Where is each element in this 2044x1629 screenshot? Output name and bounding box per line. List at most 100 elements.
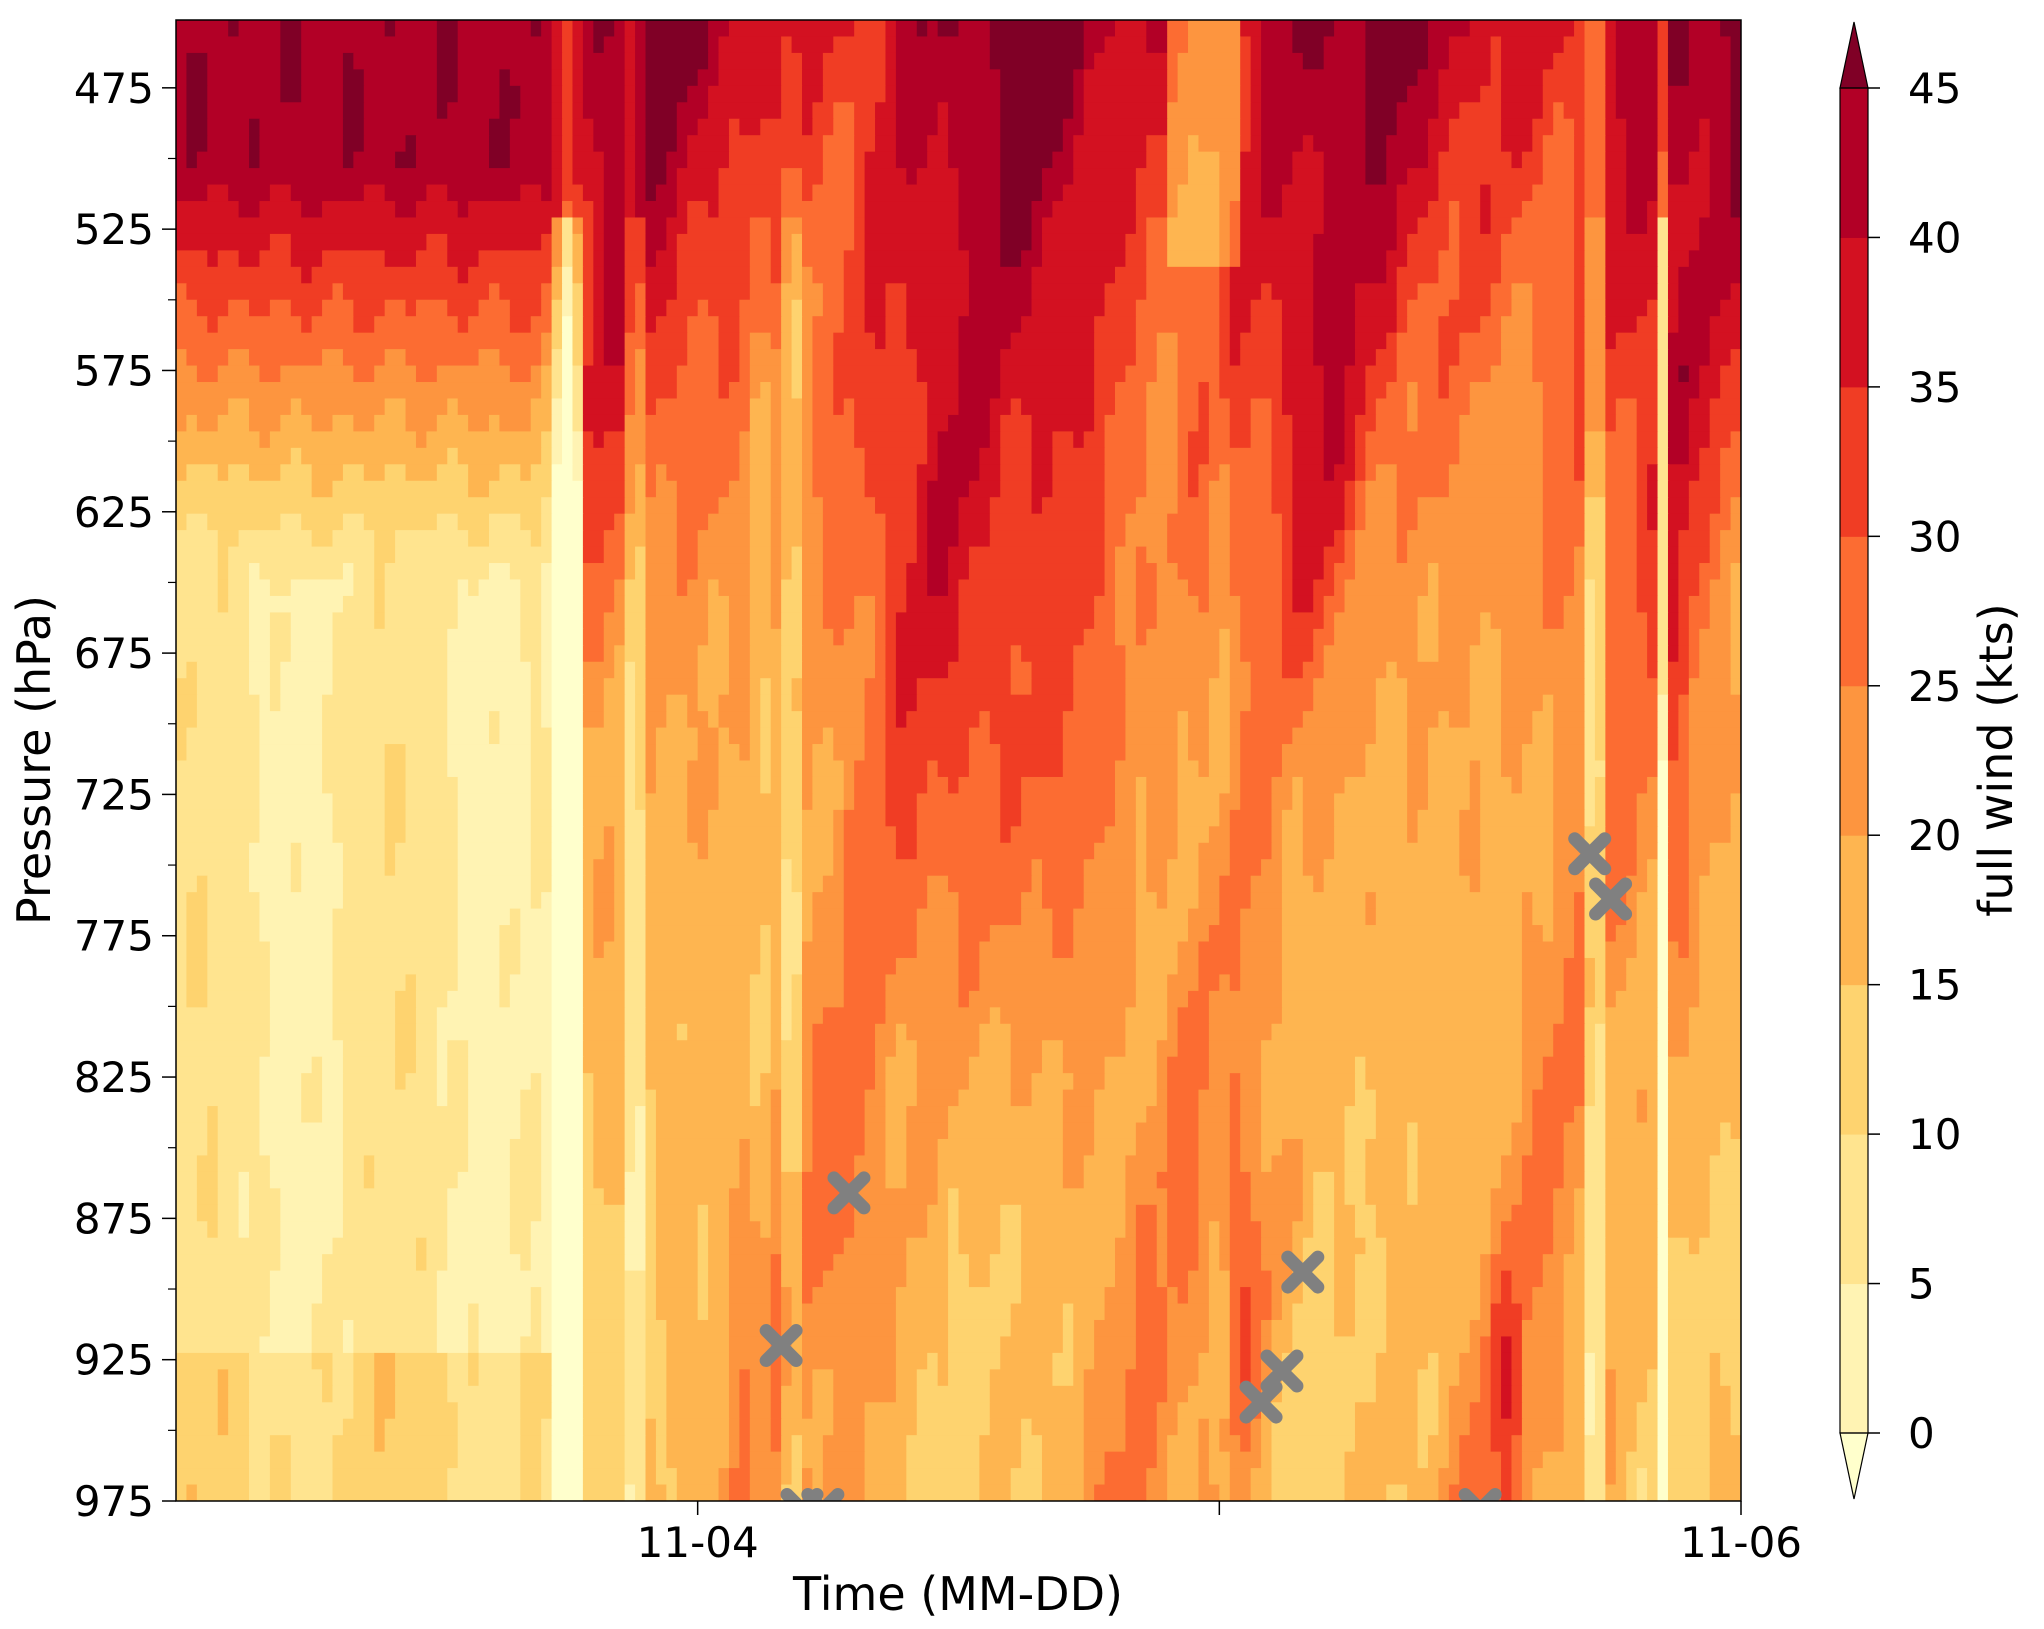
field-cell (1667, 1484, 1711, 1501)
field-cell (1699, 447, 1721, 465)
field-cell (728, 1237, 782, 1255)
field-cell (655, 1188, 730, 1206)
field-cell (687, 760, 720, 778)
field-cell (551, 1204, 584, 1222)
field-cell (1469, 678, 1502, 696)
field-cell (1647, 201, 1659, 219)
field-cell (1636, 908, 1659, 926)
field-cell (176, 1352, 250, 1370)
field-cell (582, 1106, 594, 1124)
field-cell (697, 69, 720, 87)
field-cell (582, 941, 594, 959)
field-cell (1730, 118, 1741, 136)
field-cell (624, 102, 636, 120)
field-cell (781, 1089, 803, 1107)
field-cell (1146, 1484, 1168, 1501)
field-cell (374, 1385, 396, 1403)
field-cell (541, 678, 553, 696)
field-cell (1146, 842, 1179, 860)
field-cell (541, 1468, 553, 1486)
field-cell (1094, 365, 1127, 383)
field-cell (520, 645, 542, 663)
field-cell (217, 1122, 261, 1140)
field-cell (728, 1418, 740, 1436)
field-cell (1334, 1270, 1356, 1288)
field-cell (624, 85, 636, 103)
field-cell (958, 612, 1095, 630)
field-cell (1521, 974, 1565, 992)
field-cell (405, 414, 438, 432)
field-cell (1229, 1204, 1252, 1222)
field-cell (843, 908, 918, 926)
field-cell (687, 85, 709, 103)
field-cell (864, 168, 907, 186)
y-tick-label: 525 (74, 205, 154, 254)
field-cell (269, 1155, 344, 1173)
field-cell (1605, 1468, 1617, 1486)
colorbar-segment (1840, 1134, 1868, 1285)
field-cell (937, 464, 980, 482)
field-cell (457, 36, 553, 54)
field-cell (520, 1402, 553, 1420)
field-cell (749, 727, 761, 745)
field-cell (749, 398, 772, 416)
field-cell (1574, 579, 1586, 597)
field-cell (342, 1089, 438, 1107)
field-cell (1730, 497, 1741, 515)
field-cell (176, 1270, 271, 1288)
field-cell (499, 464, 521, 482)
field-cell (562, 168, 574, 186)
field-cell (958, 1237, 1001, 1255)
field-cell (1428, 579, 1440, 597)
field-cell (1000, 382, 1095, 400)
field-cell (802, 52, 824, 70)
field-cell (447, 1237, 511, 1255)
field-cell (1438, 85, 1481, 103)
field-cell (1177, 365, 1220, 383)
field-cell (342, 1106, 469, 1124)
field-cell (551, 283, 563, 301)
field-cell (791, 349, 803, 367)
field-cell (551, 1188, 584, 1206)
field-cell (645, 332, 688, 350)
field-cell (781, 678, 793, 696)
field-cell (708, 201, 720, 219)
field-cell (854, 20, 887, 38)
field-cell (582, 1418, 626, 1436)
field-cell (1584, 1303, 1606, 1321)
field-cell (645, 233, 667, 251)
field-cell (645, 36, 709, 54)
field-cell (1375, 1369, 1419, 1387)
field-cell (1229, 645, 1241, 663)
field-cell (1521, 1303, 1533, 1321)
colorbar-extend-min (1839, 1432, 1869, 1500)
field-cell (1219, 382, 1283, 400)
field-cell (280, 661, 334, 679)
field-cell (196, 299, 229, 317)
field-cell (207, 925, 261, 943)
field-cell (384, 184, 427, 202)
field-cell (207, 102, 344, 120)
field-cell (1709, 1385, 1732, 1403)
field-cell (624, 201, 636, 219)
field-cell (176, 1122, 208, 1140)
field-cell (374, 414, 407, 432)
field-cell (468, 1352, 480, 1370)
field-cell (311, 1303, 438, 1321)
field-cell (374, 530, 396, 548)
field-cell (562, 36, 574, 54)
field-cell (1167, 875, 1200, 893)
field-cell (1480, 776, 1513, 795)
field-cell (1156, 1451, 1168, 1469)
field-cell (1657, 957, 1669, 976)
field-cell (342, 1204, 448, 1222)
field-cell (1657, 36, 1669, 54)
field-cell (582, 1221, 626, 1239)
field-cell (342, 513, 365, 531)
field-cell (1188, 20, 1241, 38)
field-cell (217, 1138, 261, 1157)
field-cell (843, 875, 928, 893)
field-cell (447, 1089, 469, 1107)
field-cell (635, 151, 647, 169)
field-cell (624, 118, 636, 136)
